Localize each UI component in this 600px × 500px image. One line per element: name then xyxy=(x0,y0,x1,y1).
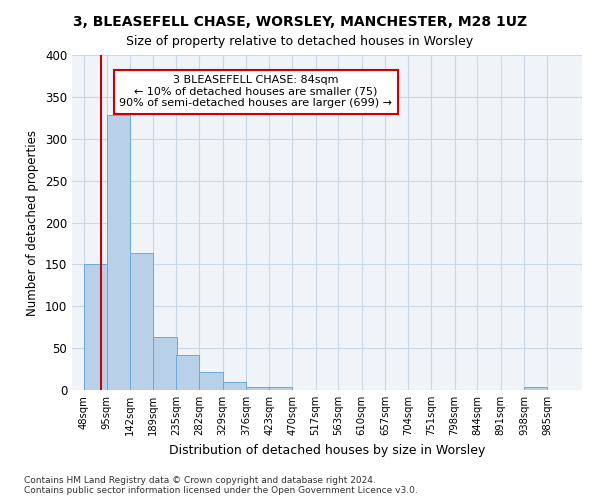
Bar xyxy=(176,355,199,390)
Bar xyxy=(223,382,246,390)
Bar xyxy=(269,386,292,390)
Text: 3, BLEASEFELL CHASE, WORSLEY, MANCHESTER, M28 1UZ: 3, BLEASEFELL CHASE, WORSLEY, MANCHESTER… xyxy=(73,15,527,29)
Bar xyxy=(154,337,176,390)
Y-axis label: Number of detached properties: Number of detached properties xyxy=(26,130,40,316)
Bar xyxy=(246,386,269,390)
Bar xyxy=(130,254,154,390)
Text: Contains HM Land Registry data © Crown copyright and database right 2024.
Contai: Contains HM Land Registry data © Crown c… xyxy=(24,476,418,495)
Text: Size of property relative to detached houses in Worsley: Size of property relative to detached ho… xyxy=(127,35,473,48)
Text: 3 BLEASEFELL CHASE: 84sqm
← 10% of detached houses are smaller (75)
90% of semi-: 3 BLEASEFELL CHASE: 84sqm ← 10% of detac… xyxy=(119,75,392,108)
Bar xyxy=(524,386,547,390)
Bar xyxy=(83,264,107,390)
X-axis label: Distribution of detached houses by size in Worsley: Distribution of detached houses by size … xyxy=(169,444,485,456)
Bar xyxy=(199,372,223,390)
Bar xyxy=(107,116,130,390)
